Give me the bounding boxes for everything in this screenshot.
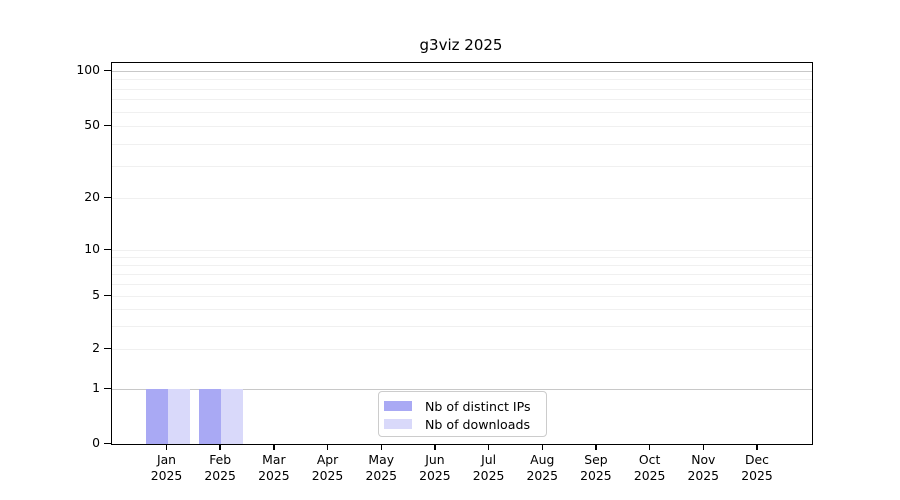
x-tick-mark-oct (648, 444, 651, 451)
gridline-y-7 (112, 273, 812, 275)
plot-area (111, 62, 813, 445)
y-tick-mark-20 (104, 196, 111, 198)
x-tick-label-oct: Oct 2025 (633, 452, 666, 483)
gridline-y-60 (112, 111, 812, 113)
x-tick-mark-aug (541, 444, 543, 451)
x-tick-label-may: May 2025 (365, 452, 397, 483)
x-tick-label-jun: Jun 2025 (419, 452, 451, 483)
chart-title: g3viz 2025 (419, 36, 503, 54)
x-tick-label-sep: Sep 2025 (580, 452, 612, 483)
y-tick-label-1: 1 (92, 380, 100, 395)
gridline-y-70 (112, 99, 812, 101)
y-tick-label-20: 20 (84, 189, 100, 204)
x-tick-label-dec: Dec 2025 (741, 452, 773, 483)
x-tick-mark-apr (326, 444, 329, 451)
gridline-y-30 (112, 166, 812, 168)
legend-label-1: Nb of distinct IPs (425, 398, 531, 414)
gridline-y-50 (112, 126, 812, 127)
x-tick-mark-nov (702, 444, 704, 451)
x-tick-label-apr: Apr 2025 (311, 452, 344, 483)
x-tick-label-feb: Feb 2025 (204, 452, 236, 483)
legend-row-1: Nb of distinct IPs (384, 397, 538, 415)
x-tick-mark-may (380, 444, 382, 451)
x-tick-label-aug: Aug 2025 (526, 452, 559, 483)
bar-nb-of-downloads-feb (221, 389, 244, 444)
y-tick-mark-0 (104, 442, 111, 444)
x-tick-mark-jan (165, 444, 168, 451)
gridline-y-40 (112, 143, 812, 145)
y-tick-mark-100 (104, 69, 111, 71)
y-tick-label-10: 10 (84, 241, 100, 256)
y-tick-label-5: 5 (92, 287, 100, 302)
bar-nb-of-distinct-ips-jan (145, 389, 168, 444)
gridline-y-9 (112, 256, 812, 258)
legend-swatch-1 (384, 401, 412, 411)
gridline-y-10 (112, 250, 812, 251)
gridline-y-100 (112, 71, 812, 72)
bar-nb-of-distinct-ips-feb (199, 389, 222, 444)
y-tick-label-50: 50 (84, 117, 100, 132)
y-tick-mark-2 (104, 347, 111, 349)
y-tick-mark-50 (104, 124, 111, 126)
x-tick-mark-dec (756, 444, 758, 451)
legend-swatch-2 (384, 419, 412, 429)
gridline-y-6 (112, 283, 812, 285)
legend: Nb of distinct IPs Nb of downloads (378, 391, 547, 437)
gridline-y-80 (112, 88, 812, 90)
x-tick-mark-mar (273, 444, 275, 451)
x-tick-mark-jun (434, 444, 436, 451)
gridline-y-1 (112, 389, 812, 390)
y-tick-mark-1 (104, 387, 111, 389)
x-tick-mark-sep (595, 444, 597, 451)
legend-label-2: Nb of downloads (425, 416, 531, 432)
y-tick-label-0: 0 (92, 435, 100, 450)
x-tick-mark-feb (219, 444, 221, 451)
legend-row-2: Nb of downloads (384, 415, 538, 433)
x-tick-label-nov: Nov 2025 (687, 452, 720, 483)
y-tick-label-100: 100 (76, 62, 100, 77)
y-tick-label-2: 2 (92, 340, 100, 355)
y-tick-mark-10 (104, 248, 111, 250)
x-tick-label-jul: Jul 2025 (472, 452, 505, 483)
gridline-y-20 (112, 198, 812, 199)
gridline-y-8 (112, 264, 812, 266)
gridline-y-2 (112, 349, 812, 350)
x-tick-label-jan: Jan 2025 (150, 452, 183, 483)
y-tick-mark-5 (104, 294, 111, 296)
gridline-y-4 (112, 308, 812, 310)
gridline-y-3 (112, 325, 812, 327)
gridline-y-5 (112, 296, 812, 297)
x-tick-mark-jul (487, 444, 490, 451)
gridline-y-90 (112, 79, 812, 81)
x-tick-label-mar: Mar 2025 (258, 452, 290, 483)
bar-nb-of-downloads-jan (167, 389, 190, 444)
